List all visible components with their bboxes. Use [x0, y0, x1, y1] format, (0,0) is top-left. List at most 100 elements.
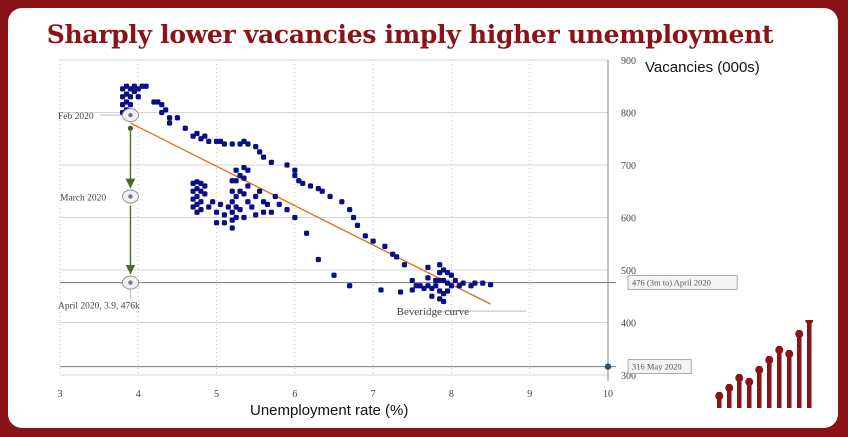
x-tick-label: 5 — [214, 389, 219, 400]
data-point — [437, 288, 443, 294]
data-point — [304, 230, 310, 236]
data-point — [237, 172, 243, 179]
reference-label-box — [627, 359, 692, 375]
data-point — [260, 209, 267, 215]
data-point — [394, 254, 400, 260]
data-point — [213, 209, 220, 215]
feb-2020-point — [127, 125, 134, 131]
data-point — [253, 144, 259, 150]
data-point — [448, 283, 455, 289]
data-point — [202, 133, 208, 139]
data-point — [327, 193, 333, 200]
data-point — [245, 141, 251, 147]
x-tick-label: 8 — [449, 389, 454, 400]
data-point — [331, 272, 337, 278]
data-point — [260, 199, 267, 205]
x-tick-label: 4 — [136, 389, 141, 400]
data-point — [213, 138, 220, 144]
data-point — [284, 162, 290, 168]
data-point — [437, 270, 443, 276]
x-tick-label: 9 — [527, 389, 532, 400]
data-point — [167, 120, 173, 126]
data-point — [198, 188, 204, 194]
data-point — [229, 209, 235, 215]
data-point — [135, 86, 141, 92]
data-point — [257, 149, 263, 155]
data-point — [194, 179, 200, 185]
data-point — [135, 94, 141, 100]
data-point — [167, 115, 173, 121]
data-point — [425, 275, 431, 281]
data-point — [221, 141, 227, 147]
data-point — [202, 183, 208, 189]
data-point — [397, 289, 404, 295]
data-point — [315, 256, 321, 263]
data-point — [272, 193, 278, 200]
data-point — [390, 251, 396, 257]
data-point — [229, 188, 235, 194]
y-tick-label: 300 — [621, 371, 636, 382]
annotation-dot — [128, 194, 133, 199]
data-point — [194, 130, 200, 137]
data-point — [319, 188, 325, 194]
data-point — [233, 167, 239, 173]
data-point — [120, 94, 126, 100]
data-point — [260, 154, 267, 160]
data-point — [354, 222, 361, 228]
data-point — [347, 283, 353, 289]
data-point — [441, 298, 447, 305]
data-point — [217, 201, 224, 207]
data-point — [441, 291, 447, 297]
reference-label-box — [627, 275, 738, 291]
data-point — [229, 178, 235, 184]
data-point — [487, 282, 494, 288]
data-point — [276, 201, 282, 207]
data-point — [245, 183, 251, 189]
data-point — [378, 287, 384, 293]
data-point — [210, 199, 216, 205]
data-point — [472, 280, 478, 286]
data-point — [253, 212, 259, 218]
annotation-label: March 2020 — [60, 194, 106, 204]
x-tick-label: 6 — [292, 389, 297, 400]
data-point — [382, 243, 388, 249]
data-point — [241, 138, 247, 144]
annotation-dot — [128, 112, 133, 118]
data-point — [131, 88, 137, 95]
data-point — [233, 214, 239, 221]
data-point — [202, 191, 208, 197]
data-point — [139, 83, 145, 89]
data-point — [229, 225, 235, 231]
data-point — [221, 220, 227, 226]
data-point — [456, 283, 462, 289]
data-point — [444, 270, 451, 276]
trendline-label: Beveridge curve — [397, 306, 469, 318]
data-point — [198, 136, 204, 142]
data-point — [300, 180, 306, 186]
x-tick-label: 3 — [58, 389, 63, 400]
chart-title: Sharply lower vacancies imply higher une… — [46, 20, 774, 49]
data-point — [241, 165, 247, 171]
data-point — [194, 209, 200, 215]
data-point — [452, 277, 458, 284]
data-point — [296, 178, 302, 184]
data-point — [425, 264, 431, 270]
data-point — [350, 214, 357, 221]
x-axis-label: Unemployment rate (%) — [250, 402, 409, 419]
annotation-label: Feb 2020 — [58, 112, 94, 122]
data-point — [347, 207, 353, 213]
data-point — [268, 159, 274, 165]
y-tick-label: 800 — [621, 109, 636, 120]
data-point — [468, 283, 474, 289]
data-point — [292, 214, 298, 221]
data-point — [155, 99, 161, 105]
data-point — [292, 172, 298, 179]
data-point — [480, 280, 486, 286]
data-point — [194, 193, 200, 200]
data-point — [429, 293, 435, 299]
data-point — [433, 277, 439, 284]
data-point — [241, 214, 247, 221]
data-point — [151, 99, 157, 105]
data-point — [225, 204, 231, 210]
data-point — [198, 180, 204, 186]
